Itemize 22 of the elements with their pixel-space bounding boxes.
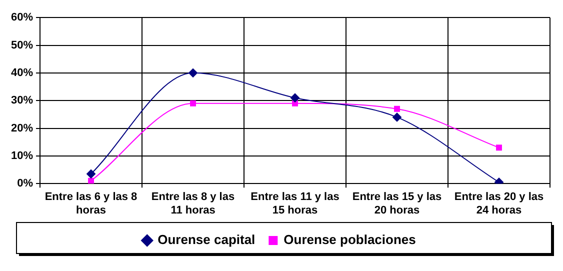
point xyxy=(86,169,96,178)
x-tick-label: Entre las 8 y las 11 horas xyxy=(151,191,235,216)
y-tick-label: 60% xyxy=(10,12,34,24)
x-tick-label: Entre las 6 y las 8 horas xyxy=(44,191,138,216)
point xyxy=(496,144,502,151)
point xyxy=(392,112,402,122)
y-tick-label: 0% xyxy=(17,178,34,190)
legend-label: Ourense poblaciones xyxy=(284,232,416,248)
point xyxy=(88,178,94,184)
y-tick-label: 20% xyxy=(10,122,34,134)
point xyxy=(290,93,300,102)
y-tick-label: 10% xyxy=(10,150,34,162)
x-tick-label: Entre las 15 y las 20 horas xyxy=(352,191,442,216)
x-tick-label: Entre las 11 y las 15 horas xyxy=(250,191,340,216)
legend-label: Ourense capital xyxy=(158,232,256,248)
point xyxy=(190,100,196,106)
y-tick-label: 40% xyxy=(10,66,34,79)
y-tick-label: 50% xyxy=(10,39,34,52)
x-tick-label: Entre las 20 y las 24 horas xyxy=(454,191,544,216)
y-tick-label: 30% xyxy=(10,94,34,107)
point xyxy=(394,106,400,112)
point xyxy=(188,68,198,78)
